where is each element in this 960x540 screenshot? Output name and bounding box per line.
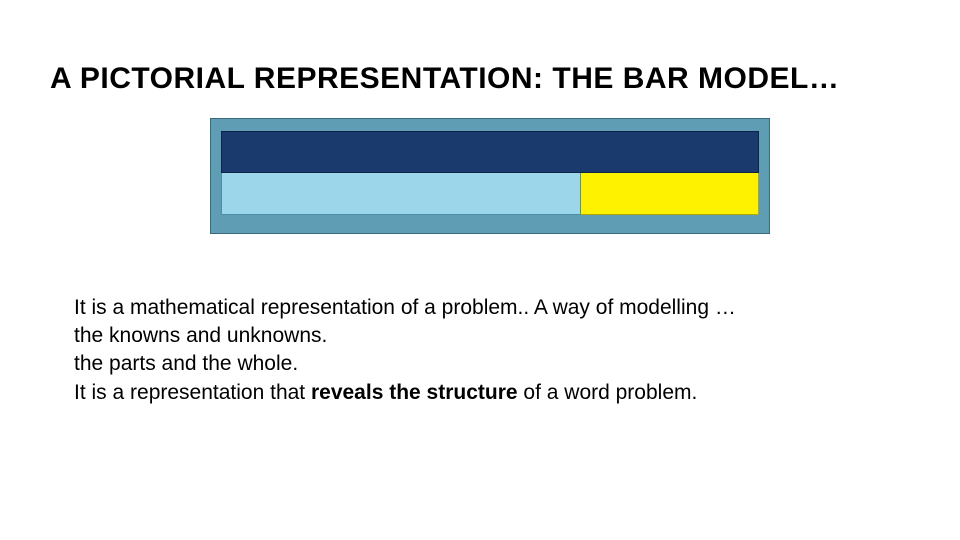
body-line-4-bold: reveals the structure (311, 381, 518, 404)
body-line-4-suffix: of a word problem. (518, 381, 698, 404)
body-text: It is a mathematical representation of a… (74, 294, 910, 407)
bar-row-parts (221, 173, 759, 215)
body-line-2: the knowns and unknowns. (74, 322, 910, 350)
bar-row-whole (221, 131, 759, 173)
slide: A PICTORIAL REPRESENTATION: THE BAR MODE… (0, 0, 960, 540)
body-line-1: It is a mathematical representation of a… (74, 294, 910, 322)
slide-title: A PICTORIAL REPRESENTATION: THE BAR MODE… (50, 60, 910, 98)
body-line-3: the parts and the whole. (74, 350, 910, 378)
body-line-4: It is a representation that reveals the … (74, 379, 910, 407)
bar-part-b (581, 173, 759, 215)
bar-part-a (221, 173, 581, 215)
bar-whole (221, 131, 759, 173)
bar-model-diagram (210, 118, 770, 234)
body-line-4-prefix: It is a representation that (74, 381, 311, 404)
